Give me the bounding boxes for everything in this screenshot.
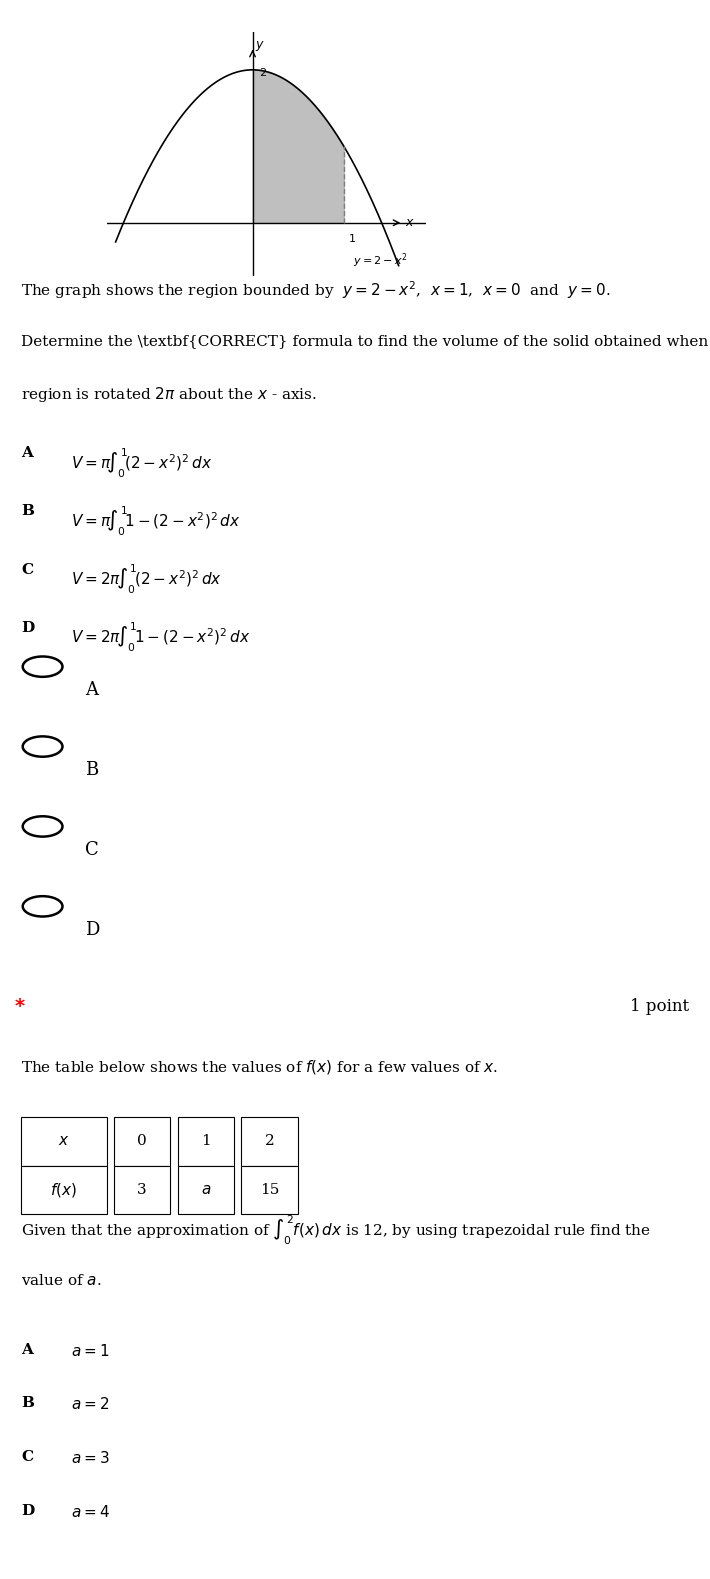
Text: $y$: $y$ — [256, 39, 265, 54]
FancyBboxPatch shape — [114, 1165, 170, 1214]
FancyBboxPatch shape — [241, 1118, 298, 1165]
Text: D: D — [85, 921, 99, 940]
Text: B: B — [85, 761, 99, 778]
FancyBboxPatch shape — [114, 1118, 170, 1165]
FancyBboxPatch shape — [178, 1165, 234, 1214]
Text: B: B — [21, 1396, 34, 1410]
Text: Determine the \textbf{CORRECT} formula to find the volume of the solid obtained : Determine the \textbf{CORRECT} formula t… — [21, 333, 710, 347]
Text: $x$: $x$ — [58, 1134, 70, 1148]
Text: $V = 2\pi\!\int_0^1\!(2-x^2)^2\,dx$: $V = 2\pi\!\int_0^1\!(2-x^2)^2\,dx$ — [71, 562, 222, 595]
Text: $x$: $x$ — [405, 216, 415, 229]
Text: $y = 2-x^2$: $y = 2-x^2$ — [353, 251, 408, 270]
Text: 1 point: 1 point — [630, 998, 689, 1015]
Text: $a$: $a$ — [201, 1183, 211, 1197]
FancyBboxPatch shape — [21, 1165, 106, 1214]
Text: 2: 2 — [259, 68, 266, 77]
Text: $f(x)$: $f(x)$ — [50, 1181, 77, 1198]
Text: 2: 2 — [265, 1134, 275, 1148]
FancyBboxPatch shape — [178, 1118, 234, 1165]
Text: A: A — [21, 447, 33, 461]
Text: $a=3$: $a=3$ — [71, 1450, 109, 1467]
Text: Given that the approximation of $\int_0^2 f(x)\,dx$ is 12, by using trapezoidal : Given that the approximation of $\int_0^… — [21, 1214, 651, 1247]
Text: D: D — [21, 1503, 35, 1517]
Text: $a=4$: $a=4$ — [71, 1503, 110, 1521]
Text: $a=1$: $a=1$ — [71, 1342, 109, 1360]
FancyBboxPatch shape — [241, 1165, 298, 1214]
Text: value of $a$.: value of $a$. — [21, 1273, 102, 1288]
Text: B: B — [21, 505, 34, 518]
Text: C: C — [21, 562, 33, 576]
Text: *: * — [14, 996, 24, 1017]
Text: $V = \pi\!\int_0^1\!1-(2-x^2)^2\,dx$: $V = \pi\!\int_0^1\!1-(2-x^2)^2\,dx$ — [71, 505, 241, 538]
Text: C: C — [21, 1450, 33, 1464]
Text: The graph shows the region bounded by  $y=2-x^2$,  $x=1$,  $x=0$  and  $y=0$.: The graph shows the region bounded by $y… — [21, 279, 611, 302]
Text: 3: 3 — [137, 1183, 147, 1197]
Text: $V = 2\pi\!\int_0^1\!1-(2-x^2)^2\,dx$: $V = 2\pi\!\int_0^1\!1-(2-x^2)^2\,dx$ — [71, 621, 251, 654]
Text: The table below shows the values of $f(x)$ for a few values of $x$.: The table below shows the values of $f(x… — [21, 1058, 498, 1077]
Text: region is rotated $2\pi$ about the $x$ - axis.: region is rotated $2\pi$ about the $x$ -… — [21, 385, 317, 404]
Text: 15: 15 — [260, 1183, 280, 1197]
Text: D: D — [21, 621, 35, 635]
Text: $V = \pi\!\int_0^1\!(2-x^2)^2\,dx$: $V = \pi\!\int_0^1\!(2-x^2)^2\,dx$ — [71, 447, 212, 480]
Text: C: C — [85, 842, 99, 859]
Text: A: A — [85, 681, 98, 699]
FancyBboxPatch shape — [21, 1118, 106, 1165]
Text: $a=2$: $a=2$ — [71, 1396, 109, 1413]
Text: 0: 0 — [137, 1134, 147, 1148]
Text: 1: 1 — [201, 1134, 211, 1148]
Text: A: A — [21, 1342, 33, 1356]
Text: 1: 1 — [349, 234, 356, 243]
